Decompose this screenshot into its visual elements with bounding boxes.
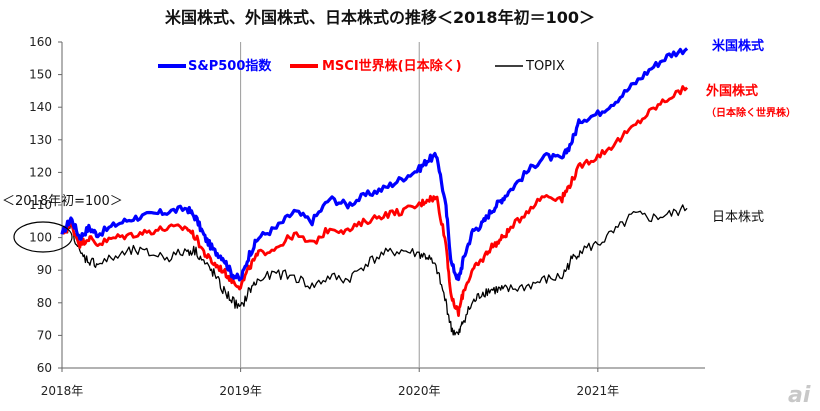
x-tick-label: 2020年 bbox=[398, 384, 441, 398]
y-tick-label: 160 bbox=[29, 35, 52, 49]
y-tick-label: 140 bbox=[29, 100, 52, 114]
x-tick-label: 2019年 bbox=[219, 384, 262, 398]
series-lines bbox=[60, 47, 689, 336]
base-highlight-ellipse bbox=[13, 221, 73, 253]
y-tick-label: 120 bbox=[29, 165, 52, 179]
y-tick-label: 80 bbox=[37, 296, 52, 310]
label-us-stocks: 米国株式 bbox=[712, 38, 764, 54]
y-tick-label: 90 bbox=[37, 263, 52, 277]
label-foreign-stocks-note: （日本除く世界株） bbox=[706, 106, 796, 119]
y-axis-ticks: 60 70 80 90 100 110 120 130 140 150 160 bbox=[29, 35, 62, 375]
x-axis-ticks: 2018年 2019年 2020年 2021年 bbox=[41, 368, 619, 398]
legend-label-topix: TOPIX bbox=[525, 59, 565, 74]
chart-title: 米国株式、外国株式、日本株式の推移＜2018年初＝100＞ bbox=[165, 8, 595, 27]
grid-lines bbox=[61, 42, 705, 369]
y-tick-label: 110 bbox=[29, 198, 52, 212]
base-note: ＜2018年初=100＞ bbox=[2, 194, 123, 209]
series-line-msci bbox=[60, 85, 689, 317]
y-tick-label: 60 bbox=[37, 361, 52, 375]
label-foreign-stocks: 外国株式 bbox=[705, 83, 758, 99]
legend-label-sp500: S&P500指数 bbox=[188, 58, 272, 74]
watermark-logo: ai bbox=[788, 383, 811, 408]
y-tick-label: 70 bbox=[37, 328, 52, 342]
x-tick-label: 2018年 bbox=[41, 384, 84, 398]
y-tick-label: 100 bbox=[29, 231, 52, 245]
series-line-sp500 bbox=[60, 47, 689, 282]
series-line-topix bbox=[61, 204, 688, 336]
legend: S&P500指数 MSCI世界株(日本除く) TOPIX bbox=[158, 58, 565, 74]
legend-label-msci: MSCI世界株(日本除く) bbox=[322, 58, 462, 74]
x-tick-label: 2021年 bbox=[577, 384, 620, 398]
y-tick-label: 150 bbox=[29, 68, 52, 82]
y-tick-label: 130 bbox=[29, 133, 52, 147]
label-japan-stocks: 日本株式 bbox=[712, 210, 764, 225]
